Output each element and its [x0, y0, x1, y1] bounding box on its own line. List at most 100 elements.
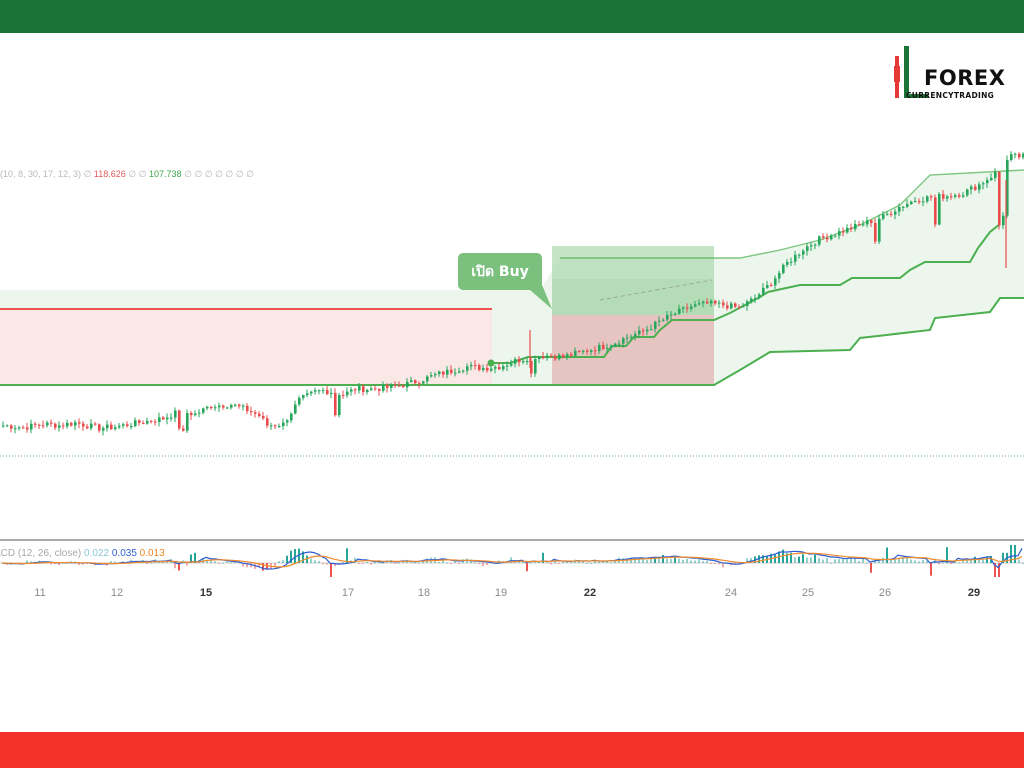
candle-body — [370, 388, 373, 390]
candle-body — [102, 428, 105, 431]
macd-histogram-bar — [774, 554, 776, 563]
candle-body — [950, 196, 953, 198]
candle-body — [890, 213, 893, 215]
candle-body — [418, 383, 421, 385]
macd-histogram-bar — [998, 563, 1000, 577]
candle-body — [318, 390, 321, 392]
macd-histogram-bar — [562, 561, 564, 563]
candle-body — [822, 236, 825, 238]
candle-body — [610, 346, 613, 348]
candle-body — [966, 189, 969, 196]
macd-histogram-bar — [706, 560, 708, 563]
candle-body — [434, 373, 437, 376]
candle-body — [518, 359, 521, 363]
macd-histogram-bar — [54, 563, 56, 564]
macd-histogram-bar — [438, 561, 440, 563]
candle-body — [894, 211, 897, 215]
channel-lower-line — [713, 297, 1024, 386]
stop-loss-zone — [552, 315, 714, 385]
macd-histogram-bar — [370, 563, 372, 565]
macd-histogram-bar — [246, 563, 248, 568]
candle-body — [446, 369, 449, 375]
candle-body — [698, 303, 701, 305]
candle-body — [130, 426, 133, 428]
candle-body — [26, 427, 29, 430]
candle-body — [838, 231, 841, 236]
macd-histogram-bar — [590, 562, 592, 564]
candle-body — [230, 404, 233, 408]
candle-body — [690, 306, 693, 309]
candle-body — [474, 364, 477, 366]
macd-histogram-bar — [366, 561, 368, 563]
candle-body — [778, 273, 781, 279]
candle-body — [178, 410, 181, 429]
candle-body — [542, 356, 545, 359]
macd-histogram-bar — [866, 562, 868, 564]
candle-body — [674, 313, 677, 315]
indicator-legend: (10, 8, 30, 17, 12, 3) ∅ 118.626 ∅ ∅ 107… — [0, 169, 254, 179]
logo-subtext: CURRENCYTRADING — [906, 91, 995, 100]
candle-body — [414, 380, 417, 384]
top-brand-bar — [0, 0, 1024, 33]
candle-body — [266, 418, 269, 426]
candle-body — [814, 244, 817, 246]
macd-histogram-bar — [458, 563, 460, 564]
candle-body — [590, 350, 593, 352]
macd-histogram-bar — [258, 563, 260, 568]
candle-body — [314, 390, 317, 392]
lines-layer — [0, 169, 1024, 457]
macd-histogram-bar — [978, 559, 980, 563]
candle-body — [22, 427, 25, 429]
candle-body — [534, 359, 537, 374]
candle-body — [638, 330, 641, 335]
candle-body — [1006, 159, 1009, 216]
macd-histogram-bar — [1014, 545, 1016, 563]
candle-body — [406, 381, 409, 388]
candle-body — [714, 300, 717, 304]
candle-body — [954, 195, 957, 197]
candle-body — [246, 405, 249, 412]
macd-histogram-bar — [834, 559, 836, 563]
candle-body — [194, 413, 197, 416]
candle-body — [50, 422, 53, 424]
candle-body — [874, 223, 877, 242]
candle-body — [250, 411, 253, 413]
macd-legend: ACD (12, 26, close) 0.022 0.035 0.013 — [0, 548, 165, 559]
macd-histogram-bar — [954, 561, 956, 563]
candle-body — [310, 391, 313, 394]
macd-histogram-bar — [342, 562, 344, 564]
macd-histogram-bar — [714, 563, 716, 564]
macd-histogram-bar — [546, 561, 548, 563]
candle-body — [122, 424, 125, 426]
macd-histogram-bar — [274, 563, 276, 568]
macd-histogram-bar — [174, 563, 176, 569]
candle-body — [110, 424, 113, 430]
x-tick-label: 19 — [494, 587, 508, 599]
candle-body — [898, 207, 901, 212]
candle-body — [882, 214, 885, 219]
trailing-stop-line — [490, 223, 1001, 364]
candle-body — [998, 171, 1001, 226]
candle-body — [482, 368, 485, 370]
macd-histogram-bar — [542, 552, 544, 563]
macd-histogram-bar — [850, 558, 852, 563]
macd-histogram-bar — [922, 559, 924, 563]
macd-histogram-bar — [554, 561, 556, 563]
macd-histogram-bar — [354, 557, 356, 563]
candle-body — [10, 425, 13, 429]
candle-body — [150, 420, 153, 422]
candle-body — [810, 245, 813, 247]
candle-body — [746, 301, 749, 307]
candle-body — [338, 394, 341, 416]
macd-histogram-bar — [418, 562, 420, 564]
candle-body — [278, 426, 281, 428]
macd-histogram-bar — [266, 563, 268, 570]
candle-body — [214, 407, 217, 409]
candle-body — [18, 427, 21, 429]
macd-histogram-bar — [478, 563, 480, 564]
macd-histogram-bar — [790, 552, 792, 563]
macd-histogram-bar — [682, 559, 684, 563]
candle-body — [658, 320, 661, 322]
indicator-params: (10, 8, 30, 17, 12, 3) — [0, 169, 82, 179]
candle-body — [730, 303, 733, 309]
